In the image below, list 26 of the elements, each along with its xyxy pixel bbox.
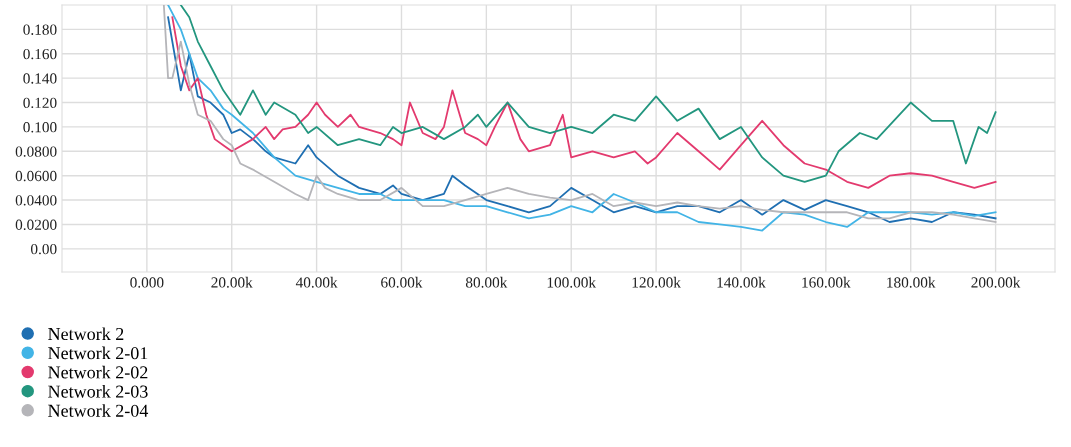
x-tick-label: 20.00k	[211, 276, 253, 288]
y-tick-label: 0.0200	[15, 219, 57, 230]
x-tick-label: 180.00k	[887, 276, 936, 288]
y-tick-label: 0.180	[23, 24, 57, 35]
y-tick-label: 0.140	[23, 73, 57, 84]
y-tick-label: 0.0600	[15, 170, 57, 182]
y-tick-label: 0.100	[23, 122, 57, 133]
y-tick-label: 0.0400	[15, 195, 57, 206]
x-tick-label: 200.00k	[971, 276, 1021, 288]
x-tick-label: 100.00k	[547, 276, 597, 288]
x-tick-label: 60.00k	[381, 276, 423, 288]
x-tick-label: 80.00k	[465, 276, 508, 288]
legend-label: Network 2-04	[48, 404, 149, 417]
y-tick-label: 0.0800	[15, 146, 57, 157]
x-tick-label: 120.00k	[632, 276, 681, 288]
legend-label: Network 2-02	[48, 365, 148, 379]
y-tick-label: 0.00	[30, 243, 57, 255]
legend-label: Network 2-03	[48, 384, 148, 398]
y-tick-label: 0.160	[23, 48, 57, 60]
x-tick-label: 40.00k	[295, 276, 338, 288]
legend-label: Network 2-01	[48, 346, 148, 360]
x-tick-label: 0.000	[130, 277, 164, 288]
x-tick-label: 140.00k	[717, 276, 766, 288]
x-tick-label: 160.00k	[802, 276, 851, 288]
y-tick-label: 0.120	[23, 97, 57, 109]
legend-label: Network 2	[48, 327, 124, 341]
